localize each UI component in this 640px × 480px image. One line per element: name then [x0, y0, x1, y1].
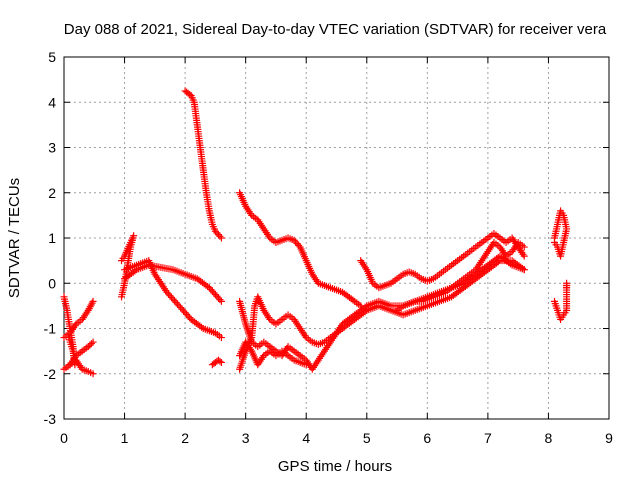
- data-point: [217, 358, 225, 366]
- data-point: [167, 293, 175, 301]
- series-arc-14: [357, 229, 528, 292]
- x-tick-label: 0: [60, 430, 68, 446]
- data-point: [520, 252, 528, 260]
- y-tick-label: 2: [48, 185, 56, 201]
- data-point: [211, 227, 219, 235]
- series-arc-12: [236, 257, 528, 373]
- data-point: [171, 297, 179, 305]
- y-tick-label: 1: [48, 230, 56, 246]
- data-point: [178, 305, 186, 313]
- data-point: [295, 241, 303, 249]
- x-tick-label: 6: [423, 430, 431, 446]
- data-point: [210, 289, 218, 297]
- data-point: [169, 295, 177, 303]
- data-point: [216, 296, 224, 304]
- x-tick-label: 7: [484, 430, 492, 446]
- x-tick-label: 5: [363, 430, 371, 446]
- data-point: [186, 314, 194, 322]
- data-point: [183, 310, 191, 318]
- y-tick-label: 0: [48, 275, 56, 291]
- x-tick-label: 2: [181, 430, 189, 446]
- data-point: [84, 343, 92, 351]
- data-point: [118, 257, 126, 265]
- data-point: [205, 284, 213, 292]
- data-point: [361, 308, 369, 316]
- y-tick-label: -2: [44, 366, 57, 382]
- data-point: [172, 298, 180, 306]
- data-point: [217, 234, 225, 242]
- data-point: [302, 361, 310, 369]
- y-tick-label: -1: [44, 321, 57, 337]
- data-point: [216, 232, 224, 240]
- series-arc-15: [393, 239, 528, 314]
- data-point: [166, 292, 174, 300]
- data-point: [520, 243, 528, 251]
- data-point: [180, 307, 188, 315]
- data-point: [214, 231, 222, 239]
- data-point: [290, 236, 298, 244]
- data-point: [207, 285, 215, 293]
- data-point: [198, 323, 206, 331]
- data-point: [216, 357, 224, 365]
- data-point: [292, 238, 300, 246]
- data-points: [60, 87, 571, 378]
- axis-ticks: 0 1 2 3 4 5 6 7 8 9 -3 -2 -1 0 1 2 3 4 5: [44, 49, 614, 446]
- data-point: [89, 297, 97, 305]
- series-arc-10: [236, 189, 365, 310]
- series-arc-09: [208, 356, 225, 369]
- series-arc-02: [60, 297, 97, 342]
- y-axis-title: SDTVAR / TECUs: [6, 178, 23, 298]
- data-point: [217, 297, 225, 305]
- data-point: [177, 304, 185, 312]
- data-point: [86, 341, 94, 349]
- chart-title: Day 088 of 2021, Sidereal Day-to-day VTE…: [64, 21, 607, 38]
- x-tick-label: 3: [242, 430, 250, 446]
- data-point: [204, 282, 212, 290]
- data-point: [213, 292, 221, 300]
- data-point: [520, 266, 528, 274]
- series-arc-16: [551, 207, 571, 260]
- data-point: [214, 294, 222, 302]
- data-point: [89, 338, 97, 346]
- data-point: [164, 290, 172, 298]
- data-point: [213, 229, 221, 237]
- series-arc-08: [181, 87, 225, 242]
- data-point: [163, 288, 171, 296]
- data-point: [293, 240, 301, 248]
- data-point: [217, 334, 225, 342]
- y-tick-label: -3: [44, 411, 57, 427]
- x-tick-label: 9: [605, 430, 613, 446]
- data-point: [89, 370, 97, 378]
- grid-lines: [64, 57, 609, 419]
- y-tick-label: 3: [48, 140, 56, 156]
- x-tick-label: 4: [302, 430, 310, 446]
- data-point: [563, 284, 571, 292]
- x-tick-label: 1: [121, 430, 129, 446]
- data-point: [181, 309, 189, 317]
- y-tick-label: 4: [48, 94, 56, 110]
- x-tick-label: 8: [545, 430, 553, 446]
- data-point: [208, 287, 216, 295]
- data-point: [174, 300, 182, 308]
- y-tick-label: 5: [48, 49, 56, 65]
- plot-frame: [63, 56, 610, 420]
- data-point: [87, 340, 95, 348]
- data-point: [175, 302, 183, 310]
- data-point: [551, 239, 558, 247]
- data-point: [184, 312, 192, 320]
- series-arc-13: [236, 338, 310, 369]
- data-point: [518, 264, 526, 272]
- data-point: [494, 258, 502, 266]
- series-arc-17: [551, 279, 571, 323]
- x-axis-title: GPS time / hours: [278, 458, 392, 475]
- data-point: [349, 296, 357, 304]
- series-arc-04: [66, 356, 97, 378]
- data-point: [211, 291, 219, 299]
- series-arc-07: [121, 257, 225, 342]
